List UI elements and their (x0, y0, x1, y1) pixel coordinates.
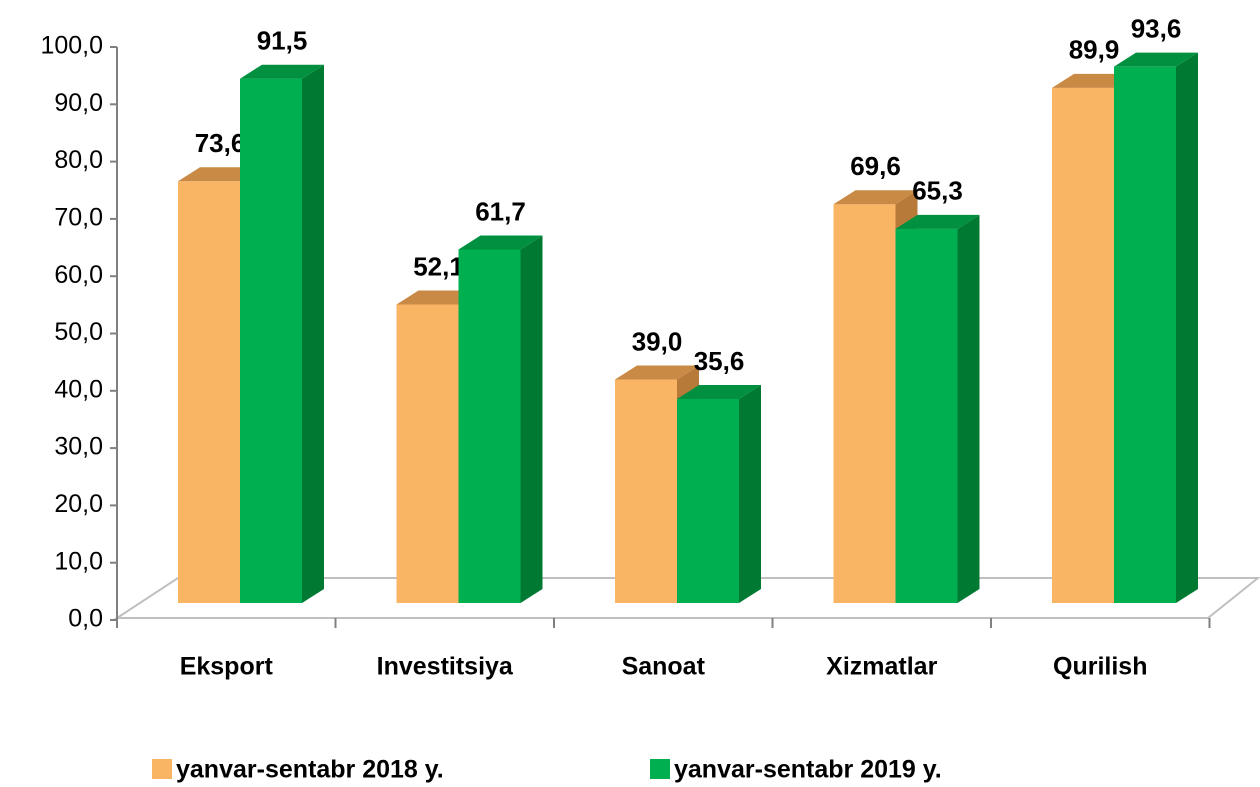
y-tick-label: 90,0 (54, 89, 103, 117)
x-tick-label: Xizmatlar (826, 653, 937, 681)
value-label: 39,0 (632, 326, 683, 356)
bar (833, 204, 896, 603)
x-tick-label: Sanoat (622, 653, 706, 681)
bar (895, 228, 958, 603)
bar-side (302, 64, 324, 603)
bar (677, 399, 739, 603)
bar-side (957, 214, 980, 603)
y-tick-label: 40,0 (54, 375, 103, 403)
y-tick-label: 20,0 (54, 490, 103, 518)
bar-top (833, 190, 918, 205)
bar (396, 304, 459, 603)
value-label: 89,9 (1069, 35, 1120, 65)
value-label: 91,5 (257, 26, 308, 56)
bar-top (677, 385, 761, 400)
y-tick-label: 100,0 (40, 32, 103, 60)
bar (240, 78, 302, 603)
value-label: 65,3 (912, 176, 963, 206)
value-label: 61,7 (475, 196, 526, 226)
y-tick-label: 30,0 (54, 433, 103, 461)
value-label: 93,6 (1131, 14, 1182, 44)
value-label: 52,1 (413, 251, 464, 281)
bar (178, 181, 240, 603)
value-label: 35,6 (694, 346, 745, 376)
y-tick-label: 80,0 (54, 146, 103, 174)
bar (1052, 87, 1114, 604)
y-tick-label: 60,0 (54, 261, 103, 289)
bar (1114, 66, 1176, 603)
bar-side (520, 235, 543, 604)
y-tick-label: 10,0 (54, 547, 103, 575)
bar-top (458, 235, 543, 250)
bar-top (615, 365, 699, 380)
y-tick-label: 50,0 (54, 318, 103, 346)
bar (458, 249, 521, 604)
value-label: 69,6 (850, 151, 901, 181)
legend-label: yanvar-sentabr 2018 y. (176, 756, 444, 784)
bar-top (1114, 52, 1198, 67)
legend-swatch (152, 759, 172, 779)
legend-swatch (650, 759, 670, 779)
y-tick-label: 0,0 (68, 605, 103, 633)
legend-label: yanvar-sentabr 2019 y. (674, 756, 942, 784)
x-tick-label: Investitsiya (377, 653, 514, 681)
value-label: 73,6 (195, 128, 246, 158)
bar-top (240, 64, 324, 79)
x-tick-label: Qurilish (1053, 653, 1147, 681)
bar-side (1176, 52, 1198, 604)
y-tick-label: 70,0 (54, 204, 103, 232)
bar-side (739, 385, 761, 603)
bar-top (895, 214, 980, 229)
x-tick-label: Eksport (180, 653, 274, 681)
bar (615, 379, 677, 603)
